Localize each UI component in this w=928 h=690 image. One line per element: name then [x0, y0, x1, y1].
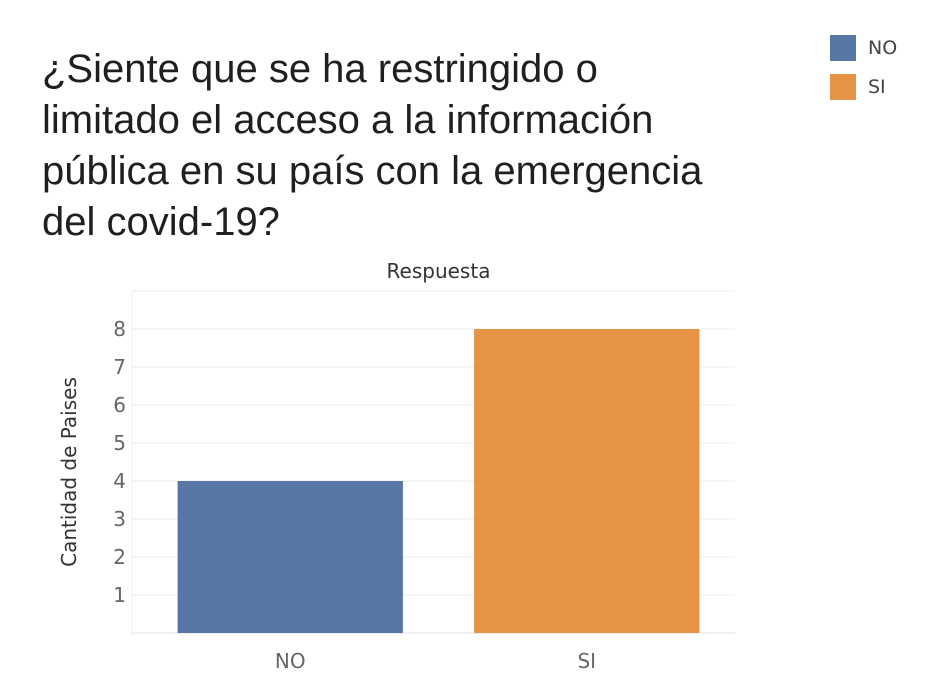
y-tick-label: 3: [113, 507, 126, 531]
y-tick-label: 4: [113, 469, 126, 493]
y-tick-label: 2: [113, 545, 126, 569]
legend-swatch-no: [830, 34, 856, 61]
legend-swatch-si: [830, 73, 856, 100]
bar-no[interactable]: [177, 481, 403, 633]
y-tick-label: 1: [113, 583, 126, 607]
legend-label-si: SI: [868, 75, 886, 98]
chart-title: ¿Siente que se ha restringido o limitado…: [42, 47, 703, 244]
legend-item-si[interactable]: SI: [830, 73, 897, 100]
y-tick-label: 5: [113, 431, 126, 455]
bars: [177, 329, 700, 633]
y-tick-label: 6: [113, 393, 126, 417]
legend-label-no: NO: [868, 36, 898, 59]
x-axis-title: Respuesta: [387, 259, 491, 283]
x-tick-label: NO: [275, 649, 306, 673]
y-axis-ticks: 1 2 3 4 5 6 7 8: [113, 317, 126, 607]
x-axis-ticks: NO SI: [275, 649, 596, 673]
y-tick-label: 7: [113, 355, 126, 379]
x-tick-label: SI: [577, 649, 596, 673]
y-axis-title: Cantidad de Paises: [57, 377, 81, 567]
bar-si[interactable]: [474, 329, 700, 633]
legend: NO SI: [830, 34, 897, 112]
legend-item-no[interactable]: NO: [830, 34, 897, 61]
y-tick-label: 8: [113, 317, 126, 341]
